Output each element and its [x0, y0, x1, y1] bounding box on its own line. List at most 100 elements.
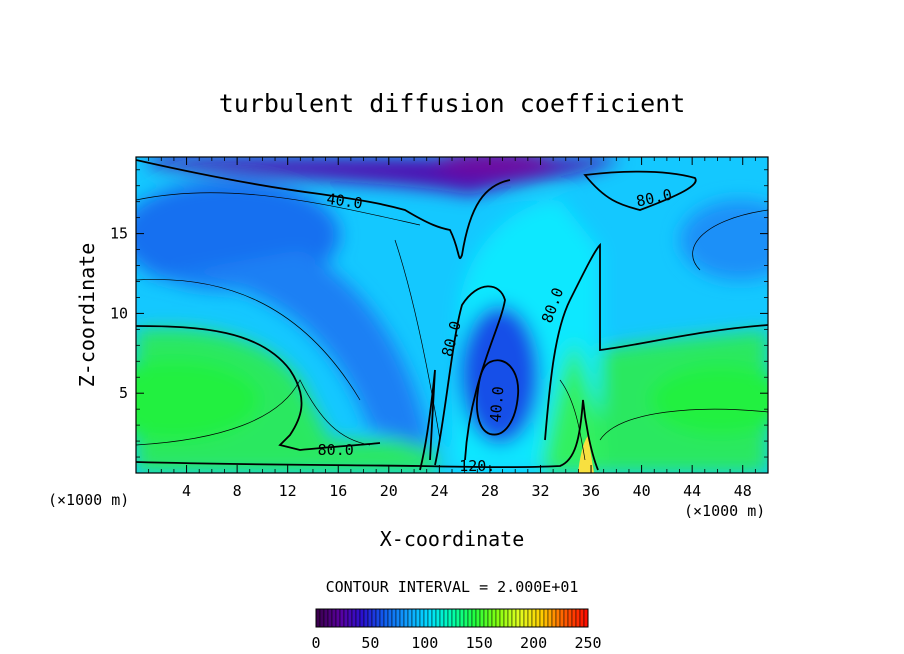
colorbar-swatch-60 — [555, 608, 561, 628]
colorbar-swatch-50 — [515, 608, 521, 628]
colorbar-swatch-43 — [487, 608, 493, 628]
colorbar-swatch-31 — [439, 608, 445, 628]
contour-thin-3 — [136, 379, 371, 446]
colorbar-swatch-14 — [371, 608, 377, 628]
colorbar-swatch-39 — [471, 608, 477, 628]
colorbar-swatch-29 — [431, 608, 437, 628]
colorbar-swatch-33 — [447, 608, 453, 628]
colorbar-swatch-34 — [451, 608, 457, 628]
colorbar-tick-label-1: 50 — [361, 634, 379, 652]
x-axis-ticks: 4 8 12 16 20 24 28 32 36 40 44 48 — [148, 157, 756, 500]
contour-80-upper-right — [583, 170, 697, 211]
x-tick-label-9: 40 — [633, 482, 651, 500]
colorbar-swatch-41 — [479, 608, 485, 628]
colorbar-swatch-44 — [491, 608, 497, 628]
colorbar-swatch-45 — [495, 608, 501, 628]
colorbar-swatch-12 — [363, 608, 369, 628]
colorbar-tick-label-5: 250 — [574, 634, 601, 652]
contour-thin-1 — [136, 192, 421, 226]
colorbar-tick-labels: 0 50 100 150 200 250 — [311, 634, 601, 652]
contour-80-right — [544, 242, 768, 441]
colorbar-swatch-8 — [347, 608, 353, 628]
chart-title: turbulent diffusion coefficient — [219, 89, 686, 118]
contour-label-6: 40.0 — [486, 386, 507, 424]
x-tick-label-2: 12 — [279, 482, 297, 500]
colorbar-swatch-25 — [415, 608, 421, 628]
field-hot-spot — [578, 436, 594, 473]
x-tick-label-0: 4 — [182, 482, 191, 500]
y-tick-label-0: 5 — [119, 384, 128, 402]
x-unit-left: (×1000 m) — [48, 491, 129, 509]
y-tick-label-2: 15 — [110, 225, 128, 243]
colorbar-swatch-13 — [367, 608, 373, 628]
colorbar-swatch-53 — [527, 608, 533, 628]
colorbar-swatch-46 — [499, 608, 505, 628]
field-blue-arc — [136, 250, 430, 450]
colorbar-swatch-1 — [319, 608, 325, 628]
contour-80-mid — [419, 369, 436, 471]
colorbar-swatch-62 — [563, 608, 569, 628]
x-tick-label-4: 20 — [380, 482, 398, 500]
colorbar-swatch-23 — [407, 608, 413, 628]
colorbar-swatch-7 — [343, 608, 349, 628]
colorbar-swatch-20 — [395, 608, 401, 628]
colorbar-swatch-2 — [323, 608, 329, 628]
contour-thin-5 — [599, 408, 768, 441]
contour-label-5: 120. — [459, 457, 495, 475]
colorbar-swatch-42 — [483, 608, 489, 628]
x-tick-label-6: 28 — [481, 482, 499, 500]
colorbar-swatch-27 — [423, 608, 429, 628]
x-tick-label-11: 48 — [734, 482, 752, 500]
colorbar-swatch-3 — [327, 608, 333, 628]
contour-thin-7 — [559, 379, 586, 461]
colorbar-swatch-48 — [507, 608, 513, 628]
field-green-core-left — [136, 360, 260, 440]
colorbar — [315, 608, 589, 628]
colorbar-swatch-32 — [443, 608, 449, 628]
y-axis-ticks: 5 10 15 — [110, 169, 768, 458]
field-violet-core — [435, 157, 555, 176]
colorbar-swatch-30 — [435, 608, 441, 628]
colorbar-swatch-52 — [523, 608, 529, 628]
colorbar-swatch-18 — [387, 608, 393, 628]
colorbar-tick-label-4: 200 — [520, 634, 547, 652]
contour-lines — [136, 159, 768, 471]
colorbar-swatch-28 — [427, 608, 433, 628]
colorbar-swatch-22 — [403, 608, 409, 628]
x-unit-right: (×1000 m) — [684, 502, 765, 520]
contour-40-core — [476, 359, 519, 436]
colorbar-tick-label-3: 150 — [466, 634, 493, 652]
colorbar-swatch-66 — [579, 608, 585, 628]
contour-thin-4 — [692, 209, 768, 271]
colorbar-swatch-47 — [503, 608, 509, 628]
colorbar-swatch-16 — [379, 608, 385, 628]
field-blue-right — [680, 200, 768, 280]
field-blue-core — [460, 305, 540, 445]
colorbar-swatch-51 — [519, 608, 525, 628]
colorbar-swatch-24 — [411, 608, 417, 628]
colorbar-swatch-17 — [383, 608, 389, 628]
x-tick-label-10: 44 — [683, 482, 701, 500]
colorbar-swatch-57 — [543, 608, 549, 628]
colorbar-swatch-10 — [355, 608, 361, 628]
colorbar-swatch-0 — [315, 608, 321, 628]
colorbar-swatch-37 — [463, 608, 469, 628]
x-tick-label-7: 32 — [531, 482, 549, 500]
colorbar-swatch-64 — [571, 608, 577, 628]
colorbar-swatch-4 — [331, 608, 337, 628]
x-tick-label-8: 36 — [582, 482, 600, 500]
colorbar-swatch-54 — [531, 608, 537, 628]
contour-label-0: 40.0 — [325, 190, 363, 213]
colorbar-swatch-38 — [467, 608, 473, 628]
colorbar-swatch-5 — [335, 608, 341, 628]
y-axis-label: Z-coordinate — [75, 243, 99, 388]
colorbar-swatch-15 — [375, 608, 381, 628]
colorbar-swatch-63 — [567, 608, 573, 628]
colorbar-swatch-65 — [575, 608, 581, 628]
colorbar-frame — [315, 608, 589, 628]
contour-interval-text: CONTOUR INTERVAL = 2.000E+01 — [326, 578, 579, 596]
colorbar-swatch-9 — [351, 608, 357, 628]
